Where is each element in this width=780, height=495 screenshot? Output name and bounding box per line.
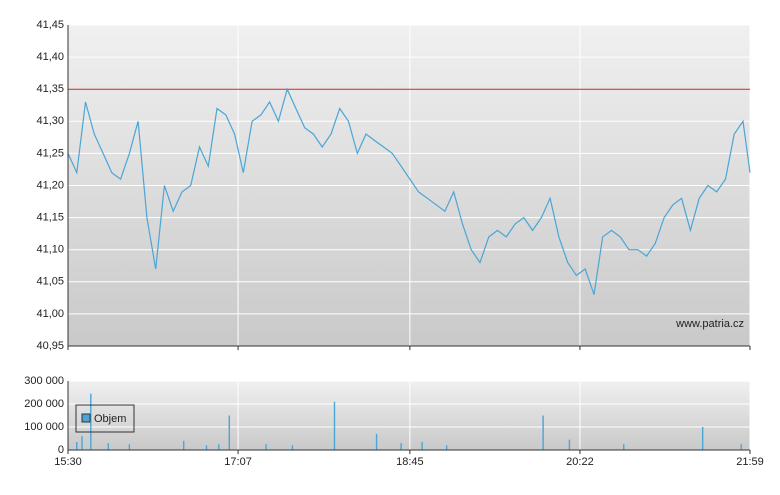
volume-bar bbox=[128, 444, 131, 450]
y-tick-label: 41,20 bbox=[36, 179, 64, 191]
volume-bar bbox=[701, 427, 704, 450]
volume-bar bbox=[81, 436, 83, 450]
y-tick-label: 41,40 bbox=[36, 51, 64, 63]
volume-bar bbox=[400, 443, 402, 450]
volume-bar bbox=[421, 441, 423, 450]
volume-bar bbox=[228, 415, 230, 450]
volume-plot-bg bbox=[68, 381, 750, 450]
legend-swatch bbox=[81, 413, 91, 423]
volume-bar bbox=[76, 441, 78, 450]
y-tick-label: 41,10 bbox=[36, 244, 64, 256]
volume-bar bbox=[218, 444, 220, 450]
volume-bar bbox=[375, 433, 378, 450]
volume-bar bbox=[333, 401, 336, 450]
y-tick-label: 0 bbox=[58, 444, 64, 456]
x-tick-label: 15:30 bbox=[54, 456, 82, 468]
volume-bar bbox=[90, 393, 92, 450]
volume-bar bbox=[107, 443, 110, 450]
volume-bar bbox=[445, 445, 448, 450]
volume-bar bbox=[623, 444, 625, 450]
x-tick-label: 17:07 bbox=[224, 456, 252, 468]
x-tick-label: 21:59 bbox=[736, 456, 764, 468]
volume-bar bbox=[205, 445, 208, 450]
volume-bar bbox=[265, 444, 267, 450]
y-tick-label: 41,05 bbox=[36, 276, 64, 288]
y-tick-label: 41,35 bbox=[36, 83, 64, 95]
y-tick-label: 41,15 bbox=[36, 212, 64, 224]
volume-bar bbox=[568, 439, 571, 450]
y-tick-label: 41,30 bbox=[36, 115, 64, 127]
watermark: www.patria.cz bbox=[675, 318, 744, 330]
volume-bar bbox=[542, 415, 544, 450]
y-tick-label: 200 000 bbox=[24, 398, 64, 410]
y-tick-label: 40,95 bbox=[36, 340, 64, 352]
volume-bar bbox=[183, 440, 185, 450]
price-line bbox=[67, 87, 751, 295]
volume-bar bbox=[291, 445, 294, 450]
y-tick-label: 300 000 bbox=[24, 375, 64, 387]
y-tick-label: 41,25 bbox=[36, 147, 64, 159]
y-tick-label: 100 000 bbox=[24, 421, 64, 433]
y-tick-label: 41,00 bbox=[36, 308, 64, 320]
x-tick-label: 18:45 bbox=[396, 456, 424, 468]
y-tick-label: 41,45 bbox=[36, 19, 64, 31]
volume-bar bbox=[740, 444, 742, 450]
x-tick-label: 20:22 bbox=[566, 456, 594, 468]
legend-box bbox=[75, 404, 135, 433]
legend-label: Objem bbox=[94, 413, 126, 425]
